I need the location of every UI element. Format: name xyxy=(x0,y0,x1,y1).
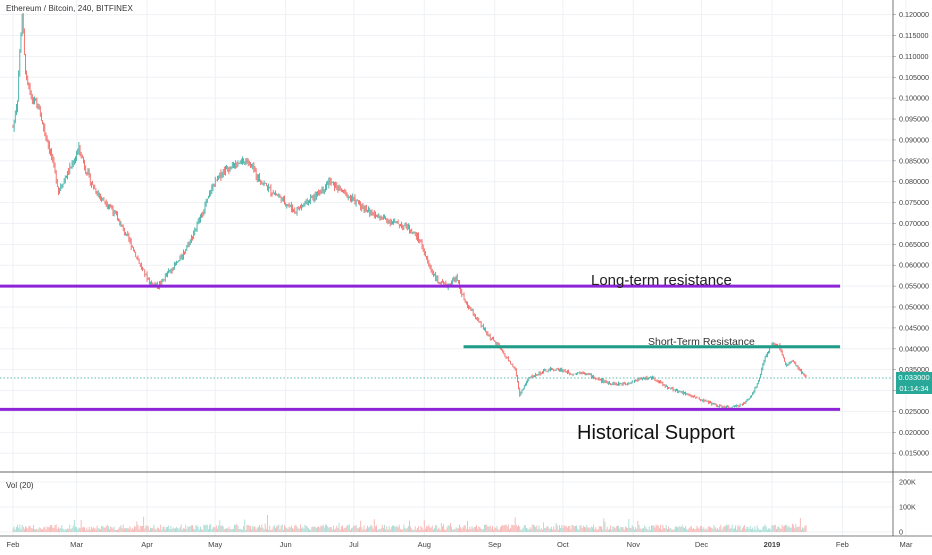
y-tick-label: 0.040000 xyxy=(899,344,929,353)
x-tick-label: Feb xyxy=(836,540,849,549)
x-tick-label: Jul xyxy=(349,540,359,549)
annotation-historical-support: Historical Support xyxy=(577,422,735,444)
symbol-title: Ethereum / Bitcoin, 240, BITFINEX xyxy=(6,4,133,13)
y-tick-label: 0.045000 xyxy=(899,323,929,332)
annotation-short-term-resistance: Short-Term Resistance xyxy=(648,336,755,348)
y-tick-label: 0.035000 xyxy=(899,365,929,374)
x-tick-label: Nov xyxy=(627,540,641,549)
x-tick-label: Aug xyxy=(418,540,431,549)
y-tick-label: 0.100000 xyxy=(899,94,929,103)
y-tick-label: 0.085000 xyxy=(899,156,929,165)
y-tick-label: 0.095000 xyxy=(899,115,929,124)
y-tick-label: 0.075000 xyxy=(899,198,929,207)
vol-tick-label: 200K xyxy=(899,478,916,487)
volume-title: Vol (20) xyxy=(6,481,34,490)
volume-bars xyxy=(12,514,807,532)
x-tick-label: Oct xyxy=(557,540,570,549)
vol-tick-label: 100K xyxy=(899,503,916,512)
y-tick-label: 0.115000 xyxy=(899,31,928,40)
x-tick-label: Feb xyxy=(7,540,20,549)
y-tick-label: 0.080000 xyxy=(899,177,929,186)
y-tick-label: 0.055000 xyxy=(899,282,929,291)
level-lines xyxy=(0,284,893,411)
last-price-tag: 0.033000 xyxy=(896,372,932,384)
y-tick-label: 0.015000 xyxy=(899,449,929,458)
x-tick-label: Sep xyxy=(488,540,501,549)
annotations: Long-term resistance Short-Term Resistan… xyxy=(577,272,755,444)
x-tick-label: 2019 xyxy=(764,540,781,549)
y-tick-label: 0.025000 xyxy=(899,407,929,416)
countdown-tag: 01:14:34 xyxy=(896,383,932,395)
vol-tick-label: 0 xyxy=(899,528,903,537)
x-tick-label: Mar xyxy=(70,540,83,549)
y-tick-label: 0.090000 xyxy=(899,135,929,144)
y-tick-label: 0.105000 xyxy=(899,73,929,82)
y-tick-label: 0.020000 xyxy=(899,428,929,437)
y-tick-label: 0.050000 xyxy=(899,303,929,312)
x-tick-label: Dec xyxy=(695,540,709,549)
y-tick-label: 0.060000 xyxy=(899,261,929,270)
y-tick-label: 0.065000 xyxy=(899,240,929,249)
x-tick-label: Apr xyxy=(141,540,153,549)
y-tick-label: 0.120000 xyxy=(899,10,929,19)
x-tick-label: Mar xyxy=(900,540,913,549)
price-candles xyxy=(12,13,807,410)
grid-layer xyxy=(0,0,907,536)
y-tick-label: 0.110000 xyxy=(899,52,928,61)
y-tick-label: 0.070000 xyxy=(899,219,929,228)
annotation-long-term-resistance: Long-term resistance xyxy=(591,272,732,289)
x-tick-label: Jun xyxy=(280,540,292,549)
x-tick-label: May xyxy=(208,540,222,549)
